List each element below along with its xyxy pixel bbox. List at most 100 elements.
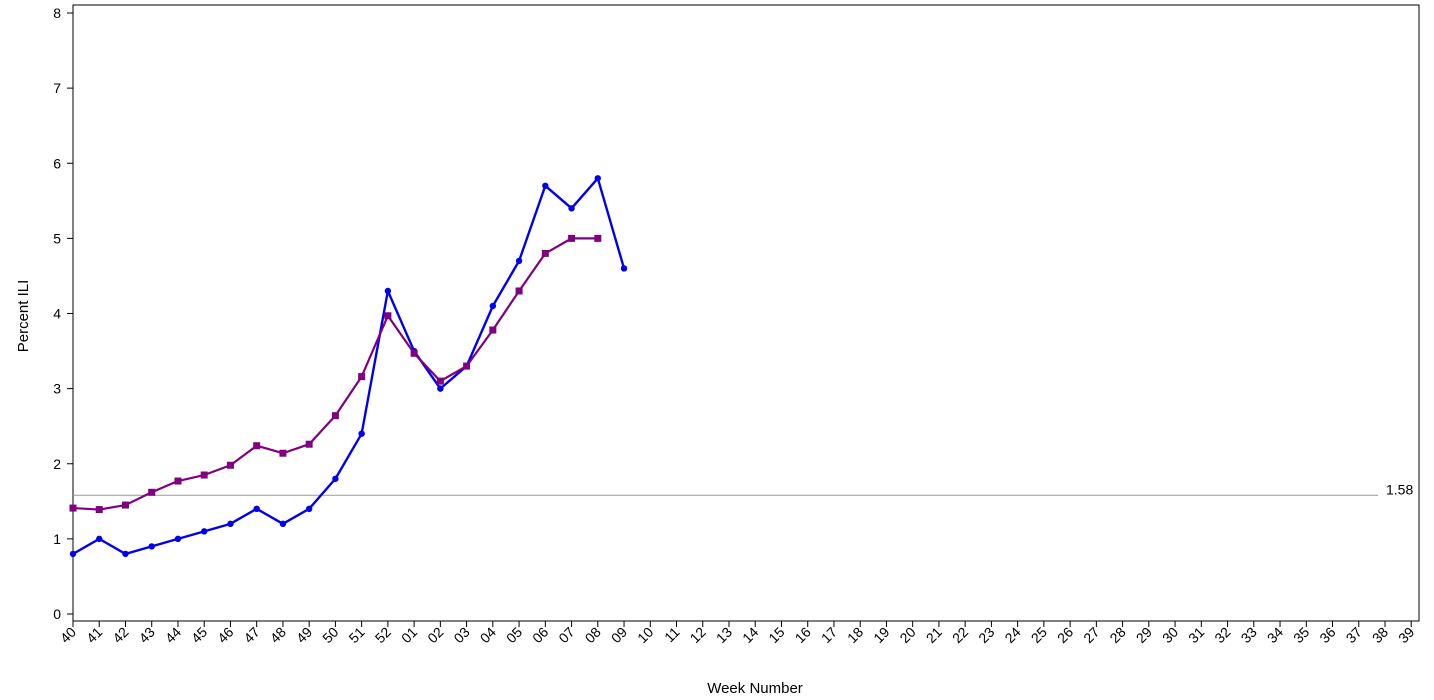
- data-point: [568, 205, 575, 212]
- data-point: [121, 501, 129, 509]
- data-point: [410, 349, 418, 357]
- data-point: [279, 520, 287, 528]
- y-tick-label: 2: [53, 456, 61, 472]
- y-tick-label: 4: [53, 306, 61, 322]
- x-tick-label: 14: [739, 624, 761, 646]
- x-tick-label: 42: [109, 624, 131, 646]
- data-point: [594, 234, 602, 242]
- data-point: [95, 506, 103, 514]
- data-point: [437, 385, 444, 392]
- series-line: [72, 237, 598, 511]
- series-line: [72, 177, 626, 556]
- x-tick-label: 04: [477, 624, 499, 646]
- y-axis-title: Percent ILI: [15, 280, 32, 353]
- x-tick-label: 01: [398, 624, 420, 646]
- x-tick-label: 46: [214, 624, 236, 646]
- x-tick-label: 06: [529, 624, 551, 646]
- data-point: [122, 550, 129, 558]
- x-tick-label: 47: [240, 624, 262, 646]
- plot-frame: [72, 4, 1420, 622]
- x-tick-label: 27: [1080, 624, 1102, 646]
- data-point: [489, 326, 497, 334]
- x-tick-label: 22: [949, 624, 971, 646]
- x-tick-label: 13: [713, 624, 735, 646]
- data-point: [384, 312, 392, 320]
- data-point: [305, 440, 313, 448]
- x-tick-label: 37: [1343, 624, 1365, 646]
- x-tick-label: 11: [661, 624, 683, 646]
- x-tick-label: 32: [1211, 624, 1233, 646]
- x-tick-label: 52: [372, 624, 394, 646]
- x-tick-label: 19: [870, 624, 892, 646]
- data-point: [515, 287, 523, 295]
- series-group: [69, 175, 628, 558]
- data-point: [148, 488, 156, 496]
- data-point: [174, 535, 182, 543]
- data-point: [594, 175, 601, 182]
- x-tick-label: 16: [792, 624, 814, 646]
- x-tick-label: 20: [896, 624, 918, 646]
- x-tick-label: 51: [345, 624, 367, 646]
- data-point: [436, 377, 444, 385]
- x-tick-label: 43: [136, 624, 158, 646]
- x-tick-label: 02: [424, 624, 446, 646]
- data-point: [227, 520, 234, 528]
- data-point: [279, 449, 287, 457]
- y-tick-label: 0: [53, 606, 61, 622]
- x-tick-label: 34: [1264, 624, 1286, 646]
- x-tick-label: 08: [582, 624, 604, 646]
- x-tick-label: 40: [57, 624, 79, 646]
- data-point: [69, 550, 77, 558]
- x-tick-label: 28: [1106, 624, 1128, 646]
- data-point: [358, 430, 365, 437]
- x-tick-label: 17: [818, 624, 840, 646]
- y-axis: 0 1 2 3 4 5 6 7 8: [53, 5, 73, 622]
- data-point: [541, 249, 549, 257]
- data-point: [148, 543, 155, 550]
- data-point: [201, 528, 208, 535]
- y-tick-label: 7: [53, 80, 61, 96]
- data-point: [253, 505, 260, 513]
- data-point: [568, 234, 576, 242]
- x-tick-label: 23: [975, 624, 997, 646]
- x-tick-label: 33: [1238, 624, 1260, 646]
- x-tick-label: 12: [687, 624, 709, 646]
- x-tick-label: 25: [1028, 624, 1050, 646]
- x-tick-label: 50: [319, 624, 341, 646]
- x-tick-label: 30: [1159, 624, 1181, 646]
- data-point: [620, 265, 628, 272]
- baseline: 1.58: [73, 481, 1413, 497]
- x-tick-label: 48: [267, 624, 289, 646]
- x-axis-title: Week Number: [707, 680, 803, 697]
- y-tick-label: 3: [53, 381, 61, 397]
- data-point: [253, 442, 261, 450]
- x-tick-label: 18: [844, 624, 866, 646]
- data-point: [332, 475, 339, 482]
- data-point: [515, 257, 523, 265]
- data-point: [384, 287, 392, 295]
- x-tick-label: 07: [555, 624, 577, 646]
- series-1: [69, 175, 628, 558]
- data-point: [331, 412, 339, 420]
- x-tick-label: 35: [1290, 624, 1312, 646]
- series-2: [69, 234, 602, 514]
- x-tick-label: 36: [1316, 624, 1338, 646]
- x-tick-label: 09: [608, 624, 630, 646]
- data-point: [226, 461, 234, 469]
- y-tick-label: 5: [53, 230, 61, 246]
- x-tick-label: 29: [1133, 624, 1155, 646]
- x-tick-label: 31: [1185, 624, 1207, 646]
- x-tick-label: 05: [503, 624, 525, 646]
- x-tick-label: 45: [188, 624, 210, 646]
- y-tick-label: 1: [53, 531, 61, 547]
- y-tick-label: 6: [53, 155, 61, 171]
- x-tick-label: 15: [765, 624, 787, 646]
- data-point: [69, 504, 77, 512]
- x-tick-label: 26: [1054, 624, 1076, 646]
- x-tick-label: 03: [450, 624, 472, 646]
- data-point: [96, 535, 103, 543]
- x-tick-label: 49: [293, 624, 315, 646]
- x-tick-label: 38: [1369, 624, 1391, 646]
- data-point: [489, 302, 497, 310]
- data-point: [542, 182, 549, 189]
